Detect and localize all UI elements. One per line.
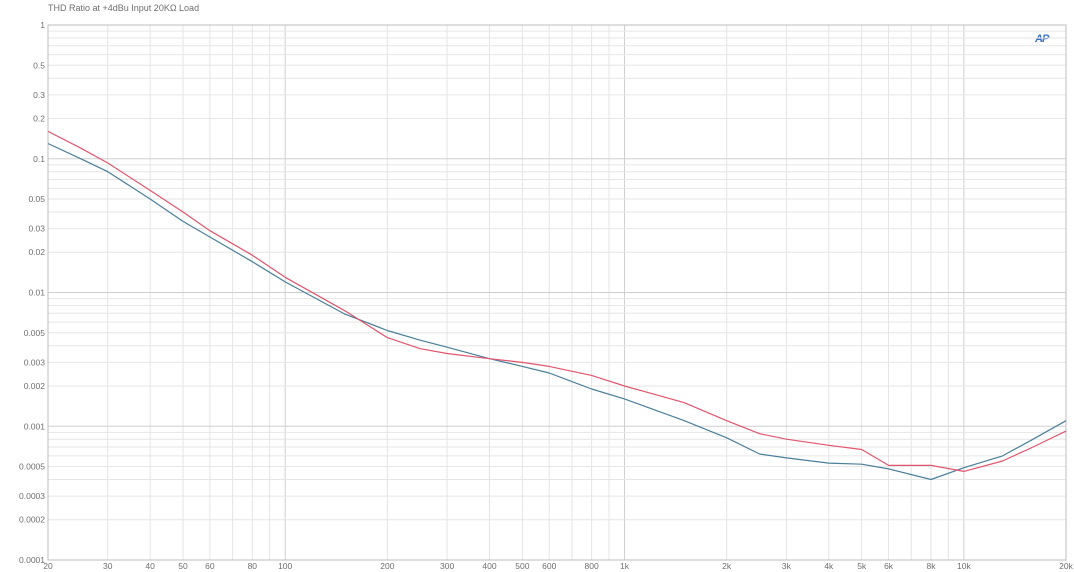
x-tick-label: 500 <box>515 561 529 571</box>
y-tick-label: 0.002 <box>24 381 46 391</box>
x-tick-label: 30 <box>103 561 113 571</box>
x-tick-label: 100 <box>278 561 292 571</box>
y-tick-label: 0.0001 <box>19 555 45 565</box>
grid-lines <box>47 25 1067 561</box>
x-tick-label: 20 <box>43 561 53 571</box>
y-tick-label: 0.005 <box>24 328 46 338</box>
x-tick-label: 60 <box>205 561 215 571</box>
x-tick-label: 4k <box>824 561 834 571</box>
x-tick-label: 200 <box>380 561 394 571</box>
x-tick-label: 600 <box>542 561 556 571</box>
x-tick-label: 50 <box>178 561 188 571</box>
plot-frame <box>47 24 1067 561</box>
x-tick-label: 6k <box>884 561 894 571</box>
y-tick-label: 0.1 <box>33 154 45 164</box>
x-tick-label: 800 <box>585 561 599 571</box>
x-tick-label: 20k <box>1059 561 1073 571</box>
plot-border <box>47 24 1067 561</box>
x-tick-label: 10k <box>957 561 971 571</box>
x-tick-label: 400 <box>482 561 496 571</box>
y-tick-label: 0.0003 <box>19 491 45 501</box>
x-tick-label: 300 <box>440 561 454 571</box>
x-tick-label: 1k <box>620 561 630 571</box>
y-tick-label: 0.01 <box>28 288 45 298</box>
y-tick-label: 0.3 <box>33 90 45 100</box>
y-tick-label: 0.001 <box>24 421 46 431</box>
chart-title: THD Ratio at +4dBu Input 20KΩ Load <box>48 3 200 13</box>
x-tick-label: 80 <box>248 561 258 571</box>
x-tick-label: 5k <box>857 561 867 571</box>
y-tick-labels: 1 0.5 0.3 0.2 0.1 0.05 0.03 0.02 0.01 0.005 0.003 0… <box>19 20 45 565</box>
y-tick-label: 0.0002 <box>19 515 45 525</box>
ap-logo-icon: AP <box>1035 33 1049 45</box>
x-tick-label: 8k <box>926 561 936 571</box>
y-tick-label: 0.5 <box>33 60 45 70</box>
y-tick-label: 0.05 <box>28 194 45 204</box>
y-tick-label: 0.03 <box>28 224 45 234</box>
series-lines <box>47 130 1067 481</box>
series-line-1 <box>47 142 1067 481</box>
x-tick-label: 2k <box>722 561 732 571</box>
y-tick-label: 0.003 <box>24 357 46 367</box>
y-tick-label: 0.2 <box>33 113 45 123</box>
y-tick-label: 0.02 <box>28 247 45 257</box>
x-tick-labels: 20 30 40 50 60 80 100 200 300 400 500 600 800 1k 2k 3k 4… <box>43 561 1073 571</box>
x-tick-label: 3k <box>782 561 792 571</box>
y-tick-label: 1 <box>40 20 45 30</box>
series-line-2 <box>47 130 1067 472</box>
x-tick-label: 40 <box>145 561 155 571</box>
y-tick-label: 0.0005 <box>19 462 45 472</box>
